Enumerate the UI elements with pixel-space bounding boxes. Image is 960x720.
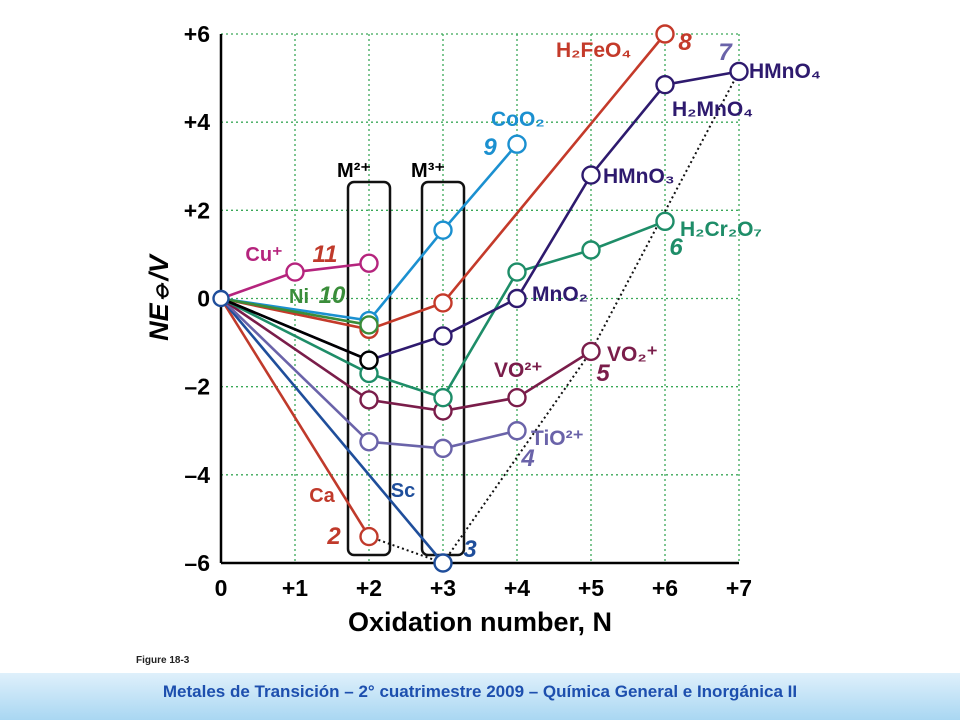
data-point — [507, 288, 527, 309]
x-tick-label: +7 — [726, 575, 752, 601]
x-tick-label: +4 — [504, 575, 530, 601]
species-label: TiO²⁺ — [531, 427, 584, 450]
data-point — [359, 526, 379, 547]
data-point — [655, 211, 675, 232]
y-axis-title: NE⦵/V — [144, 253, 174, 341]
data-point — [729, 61, 749, 82]
data-point — [359, 315, 379, 335]
y-tick-label: –6 — [184, 550, 210, 576]
data-point — [359, 390, 379, 410]
data-point — [433, 438, 453, 459]
data-point — [359, 350, 379, 370]
y-tick-label: +4 — [184, 109, 210, 135]
data-point — [433, 553, 453, 573]
group-number-label: 6 — [669, 234, 683, 261]
data-point — [285, 262, 305, 282]
species-label: VO²⁺ — [494, 359, 542, 382]
species-label: HMnO₃ — [603, 165, 675, 188]
group-number-label: 4 — [520, 445, 534, 472]
species-label: H₂FeO₄ — [556, 39, 631, 62]
y-tick-label: +6 — [184, 21, 210, 47]
group-number-label: 11 — [313, 241, 338, 268]
data-point — [433, 326, 453, 346]
series-line — [220, 220, 666, 400]
element-label: Sc — [391, 480, 415, 502]
series-line — [220, 33, 667, 331]
x-tick-label: +6 — [652, 575, 678, 601]
y-tick-label: –4 — [184, 462, 210, 488]
oxidation-state-box-label: M³⁺ — [411, 160, 445, 182]
oxidation-state-box — [346, 180, 392, 557]
y-tick-label: 0 — [197, 286, 210, 312]
data-point — [507, 421, 527, 441]
data-point — [359, 253, 379, 273]
series-line — [219, 297, 371, 538]
data-point — [433, 293, 453, 313]
element-label: Ni — [289, 286, 309, 308]
data-point — [581, 240, 601, 260]
data-point — [507, 262, 527, 282]
origin-point — [212, 289, 230, 308]
species-label: CoO₂ — [491, 108, 545, 131]
data-point — [507, 387, 527, 408]
x-tick-label: +2 — [356, 575, 382, 601]
group-number-label: 8 — [678, 29, 692, 56]
data-point — [359, 432, 379, 452]
series-line — [220, 143, 518, 322]
x-tick-label: 0 — [215, 575, 228, 601]
data-point — [507, 134, 527, 154]
group-number-label: 5 — [596, 360, 610, 387]
element-label: Ca — [309, 485, 335, 507]
data-point — [433, 220, 453, 240]
element-label: Cu⁺ — [245, 244, 282, 266]
data-point — [655, 74, 675, 95]
series-line — [220, 297, 370, 362]
species-label: H₂Cr₂O₇ — [680, 218, 762, 241]
data-point — [581, 341, 601, 362]
data-point — [581, 165, 601, 185]
x-axis-title: Oxidation number, N — [348, 607, 612, 637]
x-tick-label: +5 — [578, 575, 604, 601]
group-number-label: 3 — [463, 536, 477, 563]
series-line — [220, 297, 444, 564]
footer-bar: Metales de Transición – 2° cuatrimestre … — [0, 673, 960, 720]
species-label: H₂MnO₄ — [672, 98, 753, 121]
species-label: VO₂⁺ — [607, 343, 658, 366]
group-number-label: 9 — [483, 134, 497, 161]
oxidation-state-box-label: M²⁺ — [337, 160, 371, 182]
figure-label: Figure 18-3 — [136, 655, 190, 666]
x-tick-label: +1 — [282, 575, 308, 601]
footer-text: Metales de Transición – 2° cuatrimestre … — [162, 682, 798, 701]
series-line — [220, 297, 370, 327]
group-number-label: 2 — [326, 523, 341, 550]
series-line — [220, 297, 518, 450]
group-number-label: 7 — [718, 39, 733, 66]
group-number-label: 10 — [319, 282, 346, 309]
species-label: HMnO₄ — [749, 60, 821, 83]
x-tick-label: +3 — [430, 575, 456, 601]
y-tick-label: +2 — [184, 197, 210, 223]
y-tick-label: –2 — [184, 374, 210, 400]
data-point — [433, 387, 453, 408]
stability-boundary-dotted-line — [368, 71, 740, 565]
species-label: MnO₂ — [532, 283, 588, 306]
data-point — [655, 24, 675, 44]
